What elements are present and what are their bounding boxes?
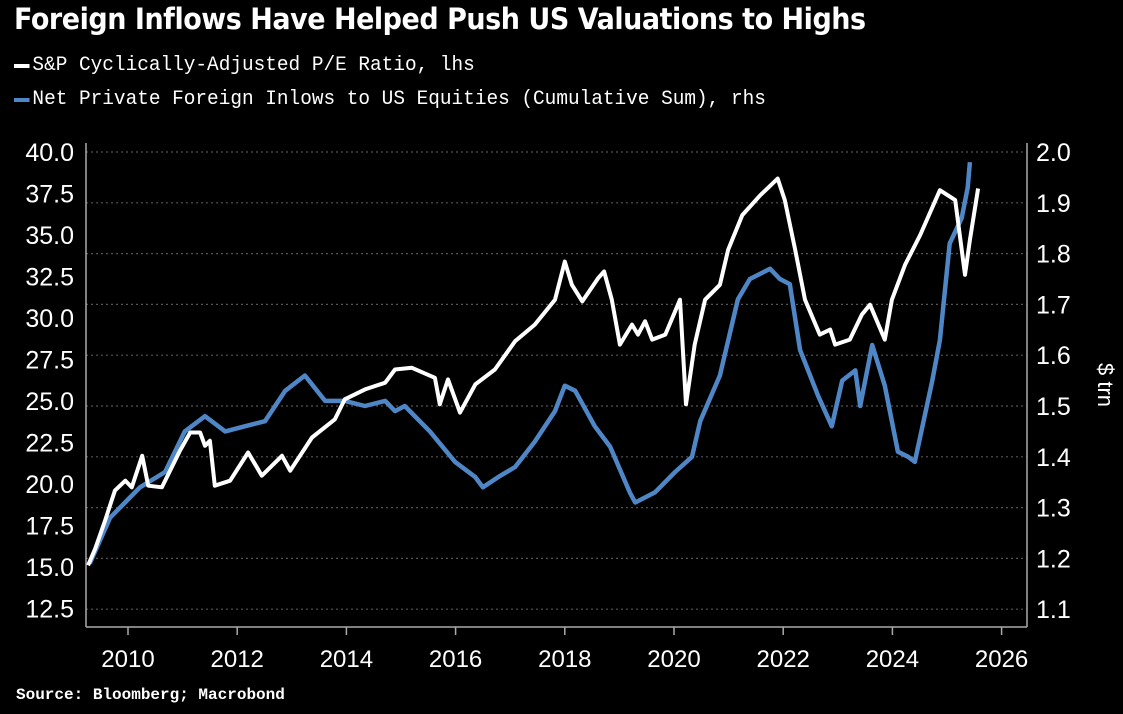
y-left-tick-label: 35.0 [25,222,74,250]
legend-label-pe: S&P Cyclically-Adjusted P/E Ratio, lhs [32,54,475,77]
x-tick-label: 2010 [101,646,154,673]
y-left-tick-label: 15.0 [25,554,74,582]
series-line-foreign-inflows [87,162,973,565]
source-note: Source: Bloomberg; Macrobond [16,686,285,704]
y-left-tick-label: 40.0 [25,139,74,167]
x-tick-label: 2026 [975,646,1028,673]
legend-label-flows: Net Private Foreign Inlows to US Equitie… [32,88,766,111]
y-left-tick-label: 25.0 [25,388,74,416]
y-right-tick-label: 1.9 [1036,190,1071,218]
x-tick-label: 2018 [538,646,591,673]
series-line-cape-ratio [86,176,981,567]
legend-swatch-white [14,63,30,68]
x-tick-label: 2022 [757,646,810,673]
y-left-tick-label: 30.0 [25,305,74,333]
x-tick-label: 2016 [429,646,482,673]
y-right-tick-label: 1.2 [1036,545,1071,573]
legend-item-flows: Net Private Foreign Inlows to US Equitie… [14,88,766,111]
chart-title: Foreign Inflows Have Helped Push US Valu… [14,2,866,36]
y-left-tick-label: 20.0 [25,471,74,499]
y-right-tick-label: 2.0 [1036,139,1071,167]
y-right-tick-label: 1.5 [1036,393,1071,421]
y-left-tick-label: 32.5 [25,264,74,292]
y-right-tick-label: 1.1 [1036,596,1071,624]
y-right-tick-label: 1.4 [1036,444,1071,472]
y-right-tick-label: 1.8 [1036,241,1071,269]
y-left-tick-label: 22.5 [25,430,74,458]
legend-swatch-blue [14,97,30,102]
y-left-tick-label: 17.5 [25,513,74,541]
y-right-tick-label: 1.6 [1036,342,1071,370]
y-right-tick-label: 1.7 [1036,291,1071,319]
x-tick-label: 2012 [211,646,264,673]
y-left-tick-label: 27.5 [25,347,74,375]
y-left-tick-label: 12.5 [25,596,74,624]
y-right-tick-label: 1.3 [1036,495,1071,523]
x-tick-label: 2020 [647,646,700,673]
y-right-axis-label: $ trn [1093,363,1118,407]
x-tick-label: 2024 [866,646,919,673]
x-tick-label: 2014 [320,646,373,673]
legend-item-pe: S&P Cyclically-Adjusted P/E Ratio, lhs [14,54,475,77]
y-left-tick-label: 37.5 [25,181,74,209]
